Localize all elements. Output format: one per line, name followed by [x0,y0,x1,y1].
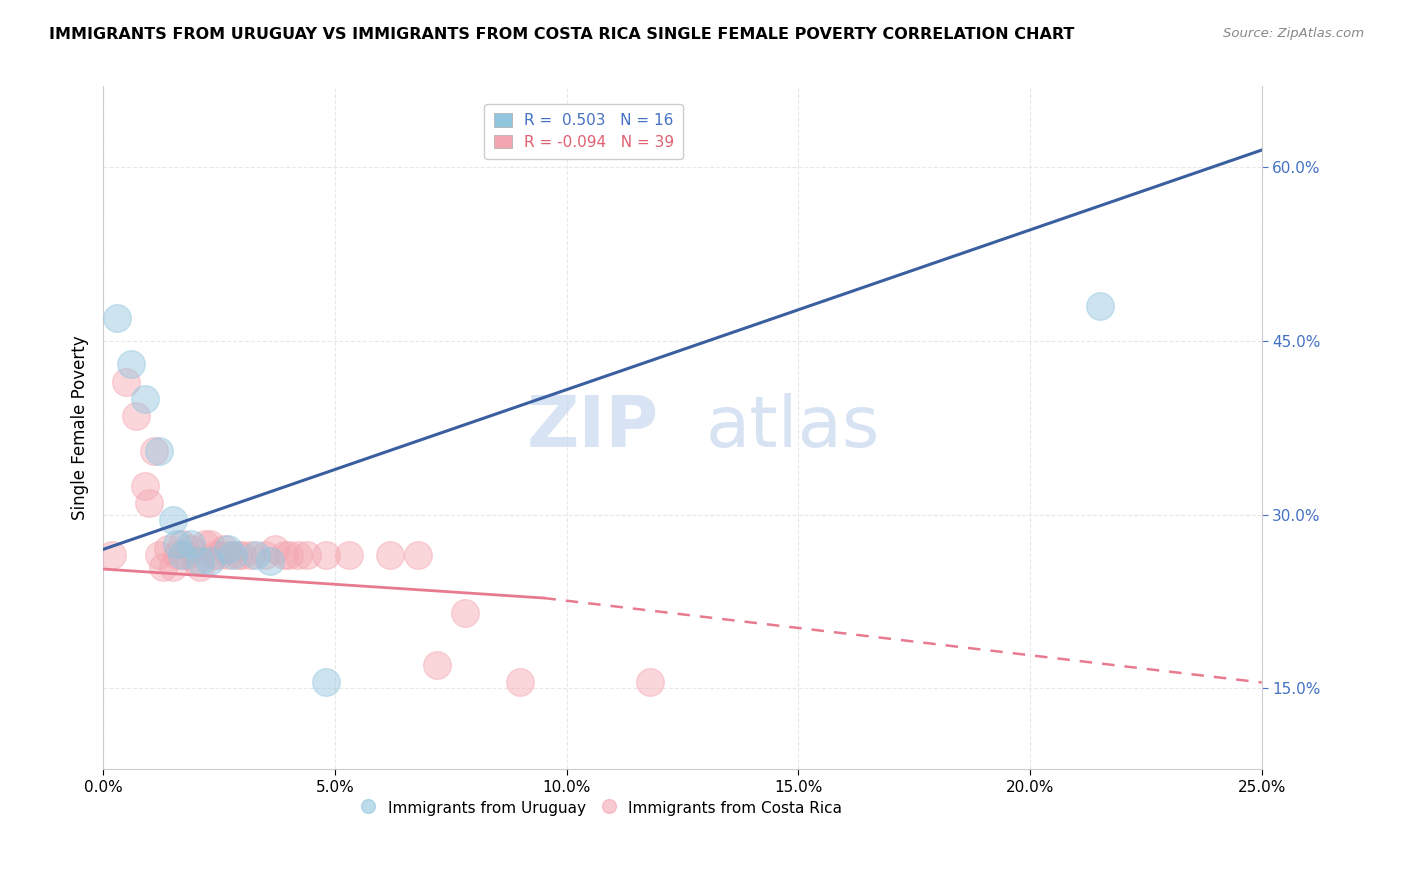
Point [180,536,202,550]
Point [115,375,138,389]
Point [245,548,267,562]
Point [217,542,239,557]
Point [101,548,124,562]
Point [198,554,221,568]
Point [170,536,193,550]
Point [222,548,245,562]
Point [287,548,309,562]
Point [315,548,337,562]
Point [1088,299,1111,313]
Point [202,548,225,562]
Point [148,444,170,458]
Point [152,559,174,574]
Point [156,542,179,557]
Point [426,658,449,673]
Point [162,513,184,527]
Point [138,496,160,510]
Point [315,675,337,690]
Y-axis label: Single Female Poverty: Single Female Poverty [72,335,89,520]
Point [208,548,231,562]
Text: Source: ZipAtlas.com: Source: ZipAtlas.com [1223,27,1364,40]
Point [180,542,202,557]
Point [190,554,212,568]
Point [190,559,212,574]
Legend: Immigrants from Uruguay, Immigrants from Costa Rica: Immigrants from Uruguay, Immigrants from… [354,792,849,823]
Point [162,559,184,574]
Point [148,548,170,562]
Point [194,536,217,550]
Point [240,548,263,562]
Point [509,675,531,690]
Point [124,409,146,424]
Text: IMMIGRANTS FROM URUGUAY VS IMMIGRANTS FROM COSTA RICA SINGLE FEMALE POVERTY CORR: IMMIGRANTS FROM URUGUAY VS IMMIGRANTS FR… [49,27,1074,42]
Point [380,548,402,562]
Point [254,548,277,562]
Point [184,554,207,568]
Point [217,548,239,562]
Point [134,479,156,493]
Point [212,542,235,557]
Point [176,548,198,562]
Text: ZIP: ZIP [527,393,659,462]
Point [638,675,661,690]
Point [337,548,360,562]
Point [120,357,142,371]
Point [226,548,249,562]
Point [166,536,188,550]
Point [143,444,166,458]
Point [295,548,318,562]
Point [198,536,221,550]
Point [166,548,188,562]
Point [406,548,429,562]
Point [453,606,475,620]
Point [105,310,128,325]
Point [134,392,156,406]
Point [170,548,193,562]
Text: atlas: atlas [706,393,880,462]
Point [263,542,285,557]
Point [231,548,253,562]
Point [273,548,295,562]
Point [259,554,281,568]
Point [277,548,299,562]
